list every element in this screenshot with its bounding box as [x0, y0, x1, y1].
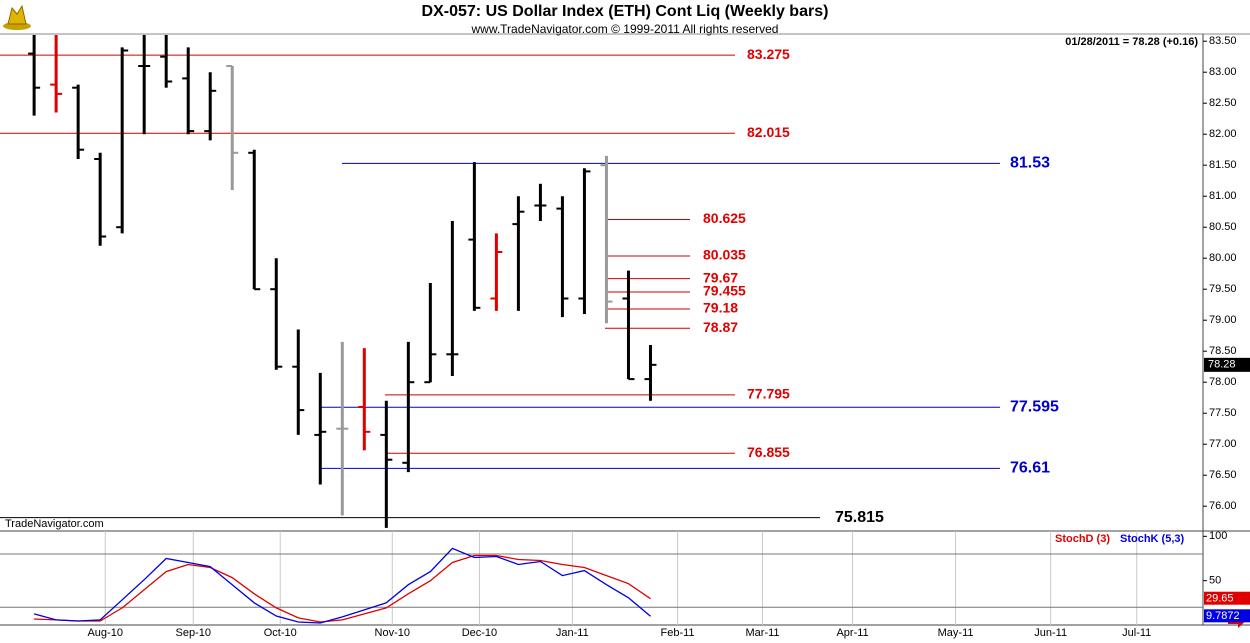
x-tick-label: Oct-10	[264, 627, 297, 639]
level-label: 75.815	[835, 509, 884, 526]
legend-label: StochD (3)	[1055, 533, 1110, 545]
x-tick-label: May-11	[938, 627, 974, 639]
level-label: 76.61	[1010, 460, 1050, 477]
level-label: 80.035	[703, 247, 746, 263]
y-tick-label: 78.50	[1209, 345, 1237, 357]
y-tick-label: 80.00	[1209, 252, 1237, 264]
x-tick-label: Jun-11	[1034, 627, 1067, 639]
last-quote: 01/28/2011 = 78.28 (+0.16)	[1065, 36, 1198, 48]
x-tick-label: Sep-10	[176, 627, 211, 639]
x-tick-label: Jan-11	[556, 627, 589, 639]
x-tick-label: Dec-10	[462, 627, 497, 639]
y-tick-label: 82.50	[1209, 97, 1237, 109]
x-tick-label: Nov-10	[375, 627, 410, 639]
stoch-line	[34, 554, 651, 623]
level-label: 80.625	[703, 210, 746, 226]
x-tick-label: Apr-11	[836, 627, 868, 639]
y-tick-label: 76.50	[1209, 469, 1237, 481]
level-label: 79.18	[703, 300, 738, 316]
y-tick-label: 100	[1209, 530, 1227, 542]
last-value-label: 9.7872	[1206, 610, 1240, 622]
watermark: TradeNavigator.com	[5, 518, 104, 530]
level-label: 77.795	[747, 386, 790, 402]
y-tick-label: 83.00	[1209, 66, 1237, 78]
x-tick-label: Aug-10	[87, 627, 122, 639]
y-tick-label: 50	[1209, 575, 1221, 587]
level-label: 83.275	[747, 46, 790, 62]
last-price-box	[1204, 357, 1250, 372]
y-tick-label: 76.00	[1209, 500, 1237, 512]
level-label: 79.455	[703, 283, 746, 299]
y-tick-label: 80.50	[1209, 221, 1237, 233]
logo	[3, 4, 31, 30]
chart-subtitle: www.TradeNavigator.com © 1999-2011 All r…	[471, 22, 779, 36]
last-value-label: 29.65	[1206, 593, 1234, 605]
y-tick-label: 79.50	[1209, 283, 1237, 295]
y-tick-label: 81.00	[1209, 190, 1237, 202]
last-value-box	[1204, 609, 1250, 623]
y-tick-label: 78.00	[1209, 376, 1237, 388]
x-tick-label: Jul-11	[1122, 627, 1151, 639]
chart-title: DX-057: US Dollar Index (ETH) Cont Liq (…	[422, 3, 829, 20]
x-tick-label: Feb-11	[661, 627, 695, 639]
last-value-box	[1204, 591, 1250, 605]
level-label: 78.87	[703, 319, 738, 335]
y-tick-label: 79.00	[1209, 314, 1237, 326]
x-tick-label: Mar-11	[746, 627, 780, 639]
level-label: 81.53	[1010, 155, 1050, 172]
y-tick-label: 81.50	[1209, 159, 1237, 171]
last-price-label: 78.28	[1208, 359, 1236, 371]
y-tick-label: 83.50	[1209, 35, 1237, 47]
level-label: 82.015	[747, 124, 790, 140]
level-label: 79.67	[703, 269, 738, 285]
y-tick-label: 77.50	[1209, 407, 1237, 419]
stoch-line	[33, 547, 651, 624]
y-tick-label: 77.00	[1209, 438, 1237, 450]
y-tick-label: 82.00	[1209, 128, 1237, 140]
level-label: 76.855	[747, 444, 790, 460]
level-label: 77.595	[1010, 399, 1059, 416]
legend-label: StochK (5,3)	[1120, 533, 1185, 545]
